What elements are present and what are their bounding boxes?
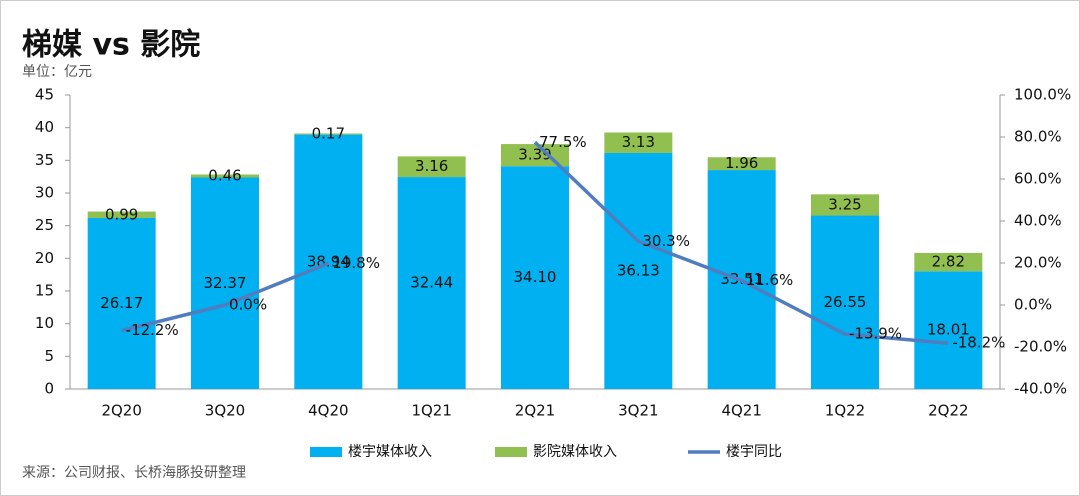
x-tick-label: 4Q20 <box>308 402 348 420</box>
x-tick-label: 2Q22 <box>928 402 968 420</box>
bar-segment <box>294 133 363 135</box>
y2-tick-label: 60.0% <box>1014 170 1062 188</box>
x-tick-label: 4Q21 <box>721 402 761 420</box>
data-label: 3.13 <box>622 133 655 151</box>
data-label: 0.46 <box>208 167 241 185</box>
data-label: 2.82 <box>932 253 965 271</box>
legend-label: 楼宇同比 <box>726 444 782 460</box>
y-tick-label: 30 <box>35 184 54 202</box>
line-label: -18.2% <box>952 334 1005 352</box>
y-tick-label: 15 <box>35 282 54 300</box>
chart-title: 梯媒 vs 影院 <box>22 28 200 63</box>
y2-tick-label: 0.0% <box>1014 296 1052 314</box>
data-label: 36.13 <box>617 261 660 279</box>
y-tick-label: 0 <box>44 380 54 398</box>
line-label: -13.9% <box>849 325 902 343</box>
chart-subtitle: 单位：亿元 <box>22 64 92 80</box>
bar-segment <box>604 132 673 153</box>
bar-segment <box>87 218 156 389</box>
bar-segment <box>191 177 259 389</box>
y-tick-label: 5 <box>44 347 54 365</box>
data-label: 38.94 <box>307 252 350 270</box>
data-label: 32.37 <box>204 274 247 292</box>
line-label: 0.0% <box>229 296 267 314</box>
bar-segment <box>604 152 673 389</box>
line <box>121 140 949 345</box>
bar-segment <box>914 252 983 272</box>
legend-label: 楼宇媒体收入 <box>348 444 432 460</box>
bar-segment <box>191 174 259 178</box>
line-label: 11.6% <box>746 271 794 289</box>
x-tick-label: 3Q20 <box>205 402 245 420</box>
line-label: -12.2% <box>126 321 179 339</box>
data-label: 34.10 <box>514 268 557 286</box>
y2-tick-label: -20.0% <box>1014 338 1067 356</box>
x-tick-label: 3Q21 <box>618 402 658 420</box>
bar-segment <box>501 166 569 389</box>
bar-segment <box>87 211 156 219</box>
y2-tick-label: 80.0% <box>1014 128 1062 146</box>
source-note: 来源：公司财报、长桥海豚投研整理 <box>22 465 246 481</box>
data-label: 0.17 <box>312 125 345 143</box>
x-tick-label: 2Q21 <box>515 402 555 420</box>
y-tick-label: 40 <box>35 118 54 136</box>
bar-segment <box>397 177 466 389</box>
y2-tick-label: 20.0% <box>1014 254 1062 272</box>
data-label: 26.55 <box>824 293 867 311</box>
x-tick-label: 1Q22 <box>825 402 865 420</box>
line-label: 30.3% <box>642 232 690 250</box>
data-label: 1.96 <box>725 154 758 172</box>
data-label: 26.17 <box>100 294 143 312</box>
y-tick-label: 25 <box>35 216 54 234</box>
y-tick-label: 35 <box>35 151 54 169</box>
x-tick-label: 2Q20 <box>101 402 141 420</box>
data-label: 0.99 <box>105 205 138 223</box>
data-label: 32.44 <box>410 274 453 292</box>
line-label: 77.5% <box>539 133 587 151</box>
data-label: 18.01 <box>927 321 970 339</box>
y-tick-label: 10 <box>35 314 54 332</box>
bar-segment <box>397 156 466 178</box>
data-label: 3.25 <box>828 195 861 213</box>
line-label: 19.8% <box>332 254 380 272</box>
bar-segment <box>811 215 879 389</box>
y2-tick-label: 100.0% <box>1014 86 1071 104</box>
bar-segment <box>914 271 983 389</box>
y-tick-label: 45 <box>35 86 54 104</box>
bar-segment <box>811 194 879 216</box>
legend-label: 影院媒体收入 <box>533 444 617 460</box>
data-label: 3.16 <box>415 157 448 175</box>
legend-swatch <box>310 447 342 457</box>
x-tick-label: 1Q21 <box>411 402 451 420</box>
bar-segment <box>707 157 776 171</box>
legend-swatch <box>495 447 527 457</box>
y2-tick-label: -40.0% <box>1014 380 1067 398</box>
y-tick-label: 20 <box>35 249 54 267</box>
bar-segment <box>294 134 363 389</box>
y2-tick-label: 40.0% <box>1014 212 1062 230</box>
